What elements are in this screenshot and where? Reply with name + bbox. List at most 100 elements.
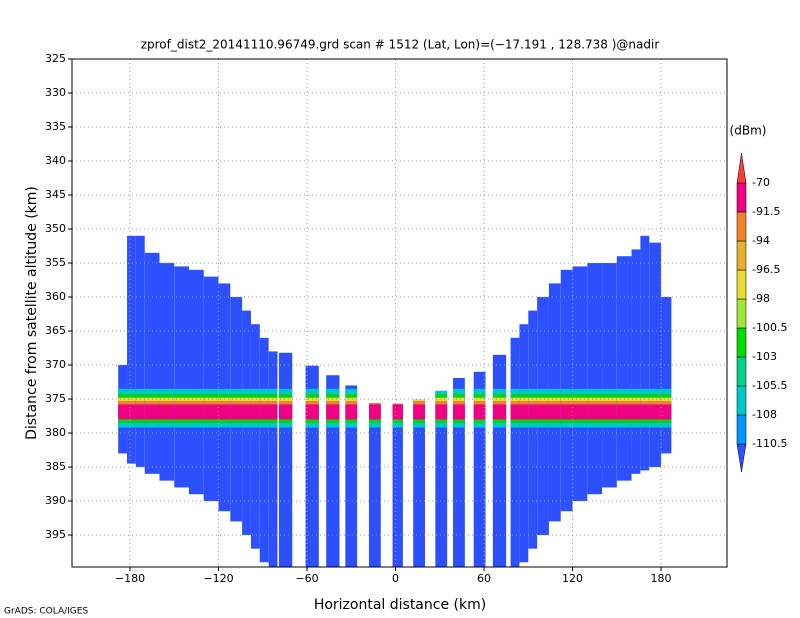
echo-layer: [548, 397, 561, 402]
x-tick-label: −60: [295, 572, 318, 585]
echo-layer: [278, 388, 293, 395]
echo-layer: [250, 397, 260, 402]
echo-layer: [159, 401, 175, 405]
echo-layer: [537, 401, 549, 405]
echo-layer: [144, 404, 160, 420]
echo-layer: [631, 401, 641, 405]
colorbar-high: [736, 152, 747, 184]
echo-layer: [560, 404, 573, 420]
echo-layer: [250, 394, 260, 398]
echo-layer: [572, 419, 588, 423]
echo-layer: [242, 388, 251, 395]
echo-layer: [174, 397, 189, 402]
echo-layer: [368, 422, 381, 428]
echo-layer: [649, 422, 662, 428]
echo-layer: [218, 401, 231, 405]
y-tick-label: 395: [45, 528, 66, 541]
echo-layer: [492, 419, 507, 423]
chart-title: zprof_dist2_20141110.96749.grd scan # 15…: [141, 38, 660, 52]
echo-layer: [548, 404, 561, 420]
echo-layer: [528, 422, 538, 428]
echo-layer: [640, 419, 650, 423]
echo-layer: [278, 419, 293, 423]
echo-layer: [453, 401, 465, 405]
echo-layer: [649, 394, 662, 398]
echo-layer: [649, 397, 662, 402]
echo-layer: [528, 419, 538, 423]
echo-layer: [519, 419, 529, 423]
echo-layer: [473, 401, 486, 405]
echo-column: [661, 297, 672, 454]
echo-layer: [268, 401, 278, 405]
echo-column: [259, 337, 269, 563]
echo-layer: [305, 404, 319, 420]
x-tick-label: 0: [392, 572, 399, 585]
echo-layer: [118, 397, 128, 402]
echo-layer: [631, 404, 641, 420]
echo-column: [631, 249, 641, 474]
echo-layer: [250, 422, 260, 428]
echo-layer: [118, 401, 128, 405]
colorbar-segment: [736, 211, 747, 242]
echo-layer: [345, 388, 358, 395]
echo-layer: [649, 401, 662, 405]
echo-layer: [203, 388, 219, 395]
echo-layer: [174, 394, 189, 398]
echo-column: [345, 385, 358, 567]
echo-layer: [548, 422, 561, 428]
echo-layer: [268, 404, 278, 420]
echo-layer: [435, 401, 448, 405]
echo-layer: [602, 401, 617, 405]
y-tick-label: 345: [45, 188, 66, 201]
echo-layer: [528, 388, 538, 395]
echo-layer: [268, 422, 278, 428]
echo-layer: [203, 397, 219, 402]
echo-layer: [548, 388, 561, 395]
echo-column: [188, 269, 204, 495]
echo-column: [616, 256, 632, 481]
echo-layer: [616, 388, 632, 395]
echo-layer: [602, 397, 617, 402]
echo-layer: [435, 394, 448, 398]
echo-layer: [230, 401, 243, 405]
echo-column: [587, 263, 603, 495]
echo-layer: [413, 401, 426, 405]
echo-layer: [631, 419, 641, 423]
echo-layer: [661, 419, 672, 423]
y-tick-label: 390: [45, 494, 66, 507]
echo-layer: [345, 419, 358, 423]
echo-layer: [242, 404, 251, 420]
echo-layer: [345, 422, 358, 428]
colorbar-unit: (dBm): [730, 124, 767, 138]
echo-layer: [616, 422, 632, 428]
echo-layer: [587, 419, 603, 423]
echo-layer: [587, 397, 603, 402]
colorbar-label: -110.5: [752, 437, 787, 450]
echo-layer: [587, 404, 603, 420]
echo-layer: [602, 388, 617, 395]
echo-layer: [118, 419, 128, 423]
echo-layer: [250, 388, 260, 395]
echo-column: [159, 263, 175, 481]
echo-layer: [326, 401, 340, 405]
echo-layer: [453, 422, 465, 428]
echo-layer: [572, 397, 588, 402]
echo-layer: [510, 404, 520, 420]
colorbar-label: -96.5: [752, 263, 780, 276]
echo-layer: [305, 401, 319, 405]
echo-layer: [392, 419, 403, 423]
echo-layer: [492, 401, 507, 405]
echo-layer: [118, 404, 128, 420]
echo-layer: [631, 397, 641, 402]
echo-layer: [616, 404, 632, 420]
echo-layer: [144, 401, 160, 405]
echo-layer: [259, 394, 269, 398]
echo-layer: [278, 422, 293, 428]
echo-layer: [492, 422, 507, 428]
echo-column: [640, 235, 650, 471]
colorbar-label: -91.5: [752, 205, 780, 218]
echo-layer: [649, 419, 662, 423]
echo-layer: [640, 404, 650, 420]
echo-layer: [127, 422, 136, 428]
colorbar-segment: [736, 240, 747, 271]
